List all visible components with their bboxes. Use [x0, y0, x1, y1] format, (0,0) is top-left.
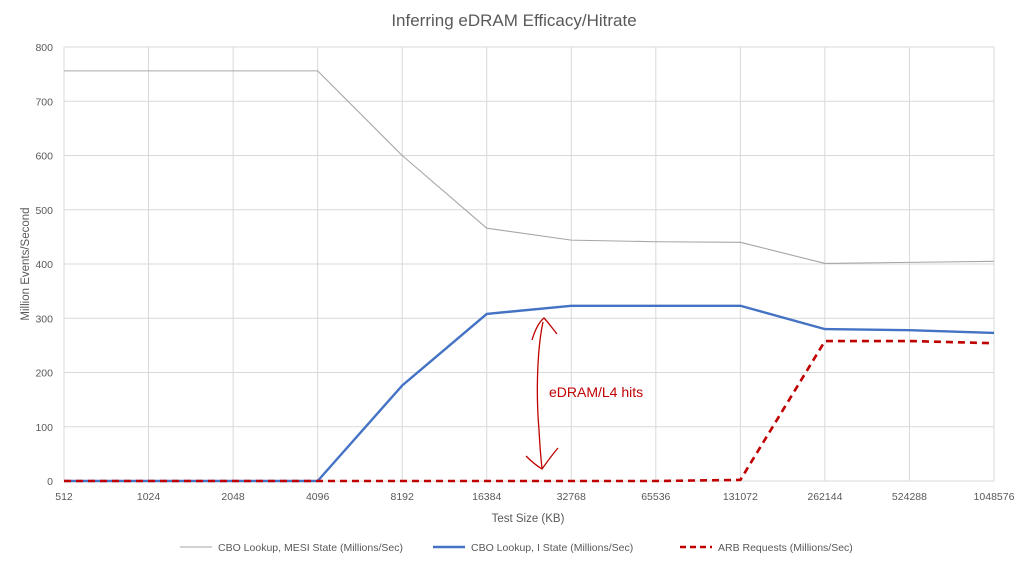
legend-label-1: CBO Lookup, MESI State (Millions/Sec): [218, 542, 403, 554]
x-tick-label: 262144: [807, 491, 842, 503]
annotation-arrow-head-top: [531, 317, 558, 341]
legend-label-3: ARB Requests (Millions/Sec): [718, 542, 853, 554]
x-tick-label: 65536: [641, 491, 670, 503]
y-tick-label: 500: [35, 205, 53, 217]
y-tick-label: 600: [35, 151, 53, 163]
y-tick-label: 100: [35, 422, 53, 434]
y-axis-title: Million Events/Second: [20, 207, 32, 320]
edram-hits-annotation: eDRAM/L4 hits: [525, 317, 643, 470]
x-axis-tick-labels: 512 1024 2048 4096 8192 16384 32768 65536 131072…: [55, 491, 1014, 503]
x-tick-label: 1024: [137, 491, 161, 503]
y-tick-label: 300: [35, 313, 53, 325]
series-line-3: [64, 339, 995, 483]
x-tick-label: 32768: [557, 491, 586, 503]
x-tick-label: 1048576: [974, 491, 1015, 503]
series-lines: [64, 70, 995, 483]
x-tick-label: 16384: [472, 491, 501, 503]
x-tick-label: 8192: [391, 491, 415, 503]
x-tick-label: 512: [55, 491, 73, 503]
series-line-2: [64, 304, 995, 483]
legend: CBO Lookup, MESI State (Millions/Sec) CBO…: [180, 542, 853, 554]
x-tick-label: 4096: [306, 491, 330, 503]
x-tick-label: 131072: [723, 491, 758, 503]
x-tick-label: 2048: [221, 491, 245, 503]
legend-label-2: CBO Lookup, I State (Millions/Sec): [471, 542, 633, 554]
annotation-arrow-head-bottom: [525, 447, 559, 470]
y-tick-label: 400: [35, 259, 53, 271]
annotation-label: eDRAM/L4 hits: [549, 384, 643, 400]
grid: [63, 46, 995, 482]
series-line-1: [64, 70, 995, 265]
x-tick-label: 524288: [892, 491, 927, 503]
annotation-arrow-shaft: [536, 321, 544, 469]
y-tick-label: 700: [35, 96, 53, 108]
x-axis-title: Test Size (KB): [492, 513, 565, 525]
y-tick-label: 200: [35, 368, 53, 380]
y-tick-label: 800: [35, 42, 53, 54]
y-tick-label: 0: [47, 476, 53, 488]
y-axis-tick-labels: 0 100 200 300 400 500 600 700 800: [35, 42, 53, 488]
chart-title: Inferring eDRAM Efficacy/Hitrate: [391, 11, 636, 30]
